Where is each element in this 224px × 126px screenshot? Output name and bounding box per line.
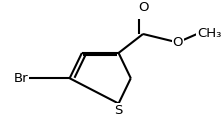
Text: S: S — [114, 104, 123, 117]
Text: O: O — [138, 1, 148, 14]
Text: Br: Br — [13, 72, 28, 85]
Text: O: O — [172, 36, 183, 49]
Text: CH₃: CH₃ — [197, 27, 221, 40]
